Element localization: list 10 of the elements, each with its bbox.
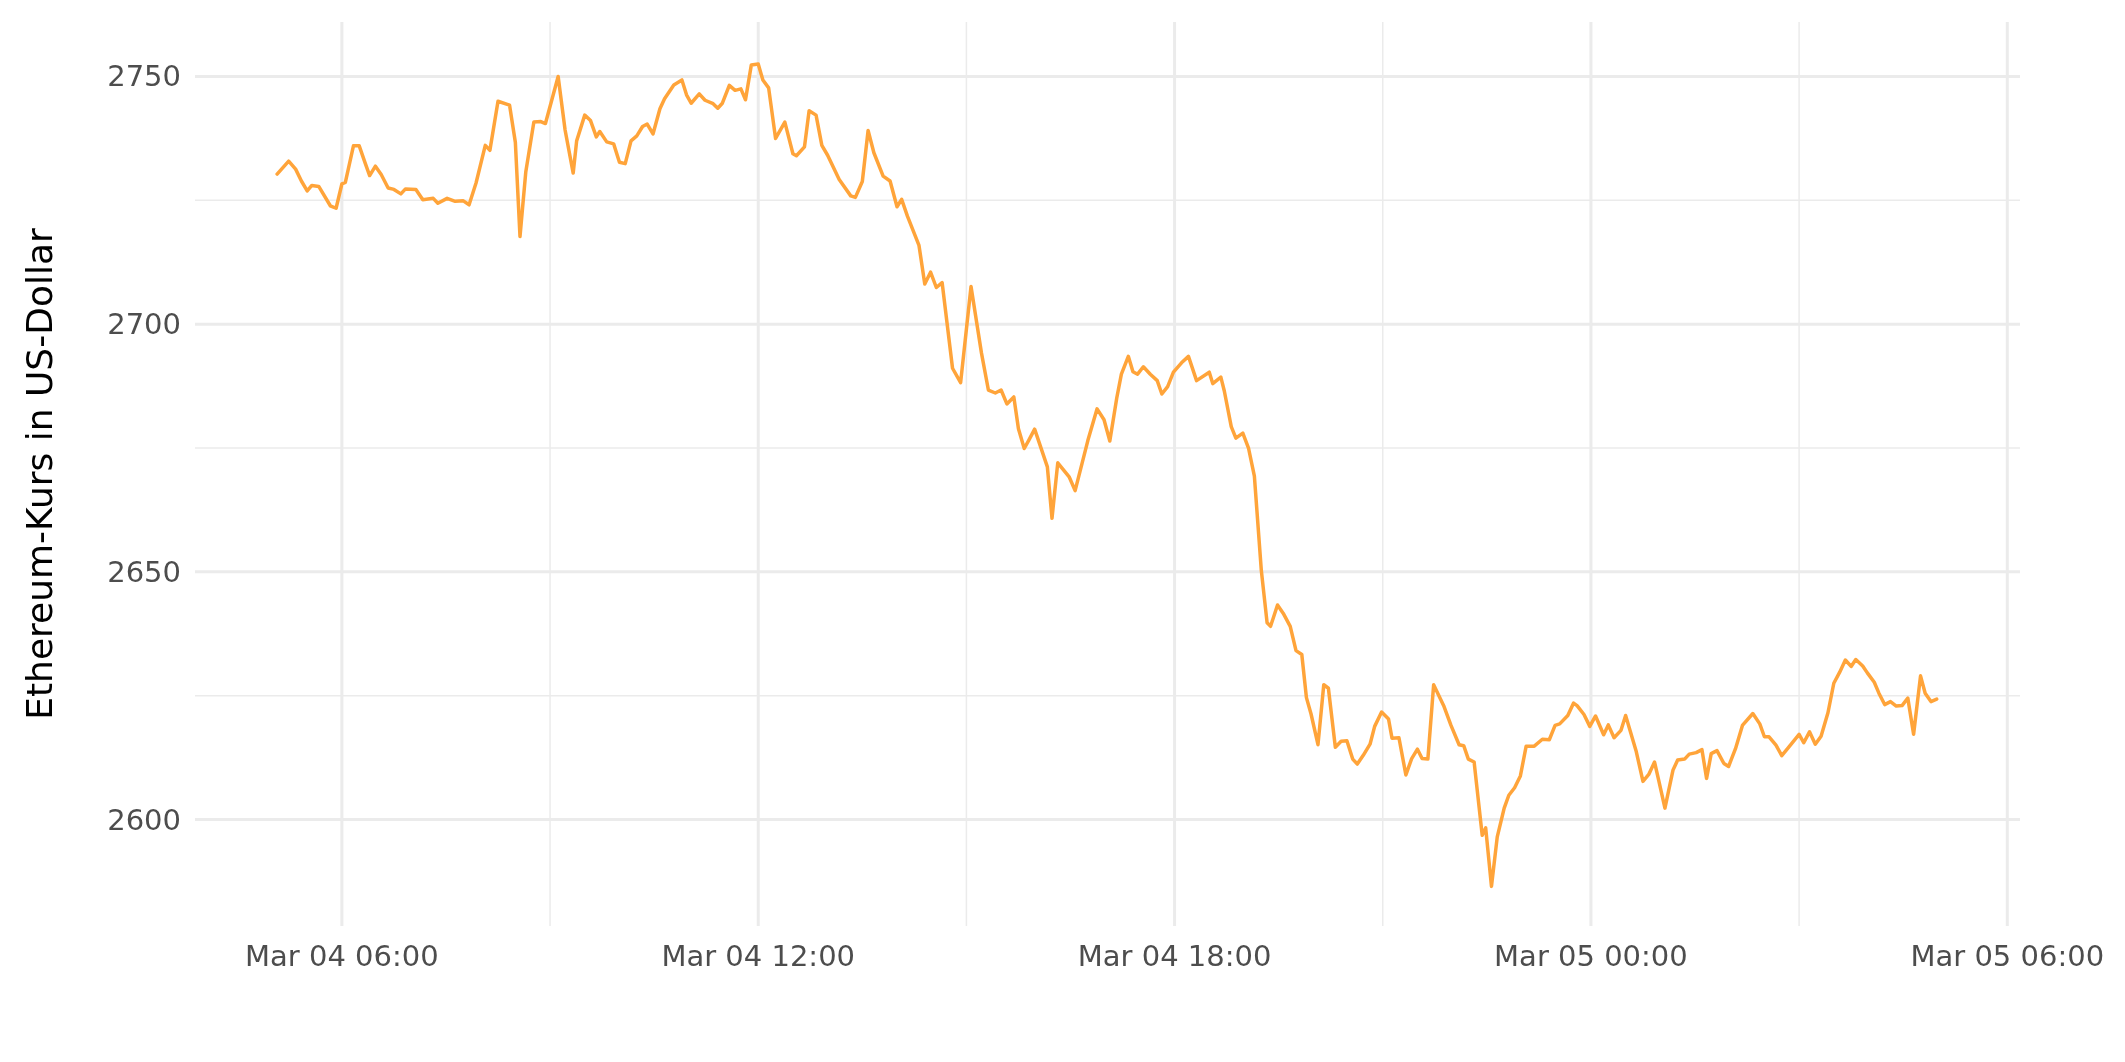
x-tick-label: Mar 05 06:00 — [1910, 939, 2105, 973]
y-tick-label: 2650 — [107, 554, 181, 589]
y-axis-title: Ethereum-Kurs in US-Dollar — [19, 228, 60, 720]
x-tick-label: Mar 04 18:00 — [1077, 939, 1272, 973]
y-tick-label: 2700 — [107, 307, 181, 342]
x-tick-label: Mar 04 12:00 — [661, 939, 856, 973]
y-tick-label: 2750 — [107, 59, 181, 94]
x-tick-label: Mar 04 06:00 — [245, 939, 439, 973]
x-tick-label: Mar 05 00:00 — [1494, 939, 1688, 973]
y-tick-label: 2600 — [107, 802, 181, 837]
